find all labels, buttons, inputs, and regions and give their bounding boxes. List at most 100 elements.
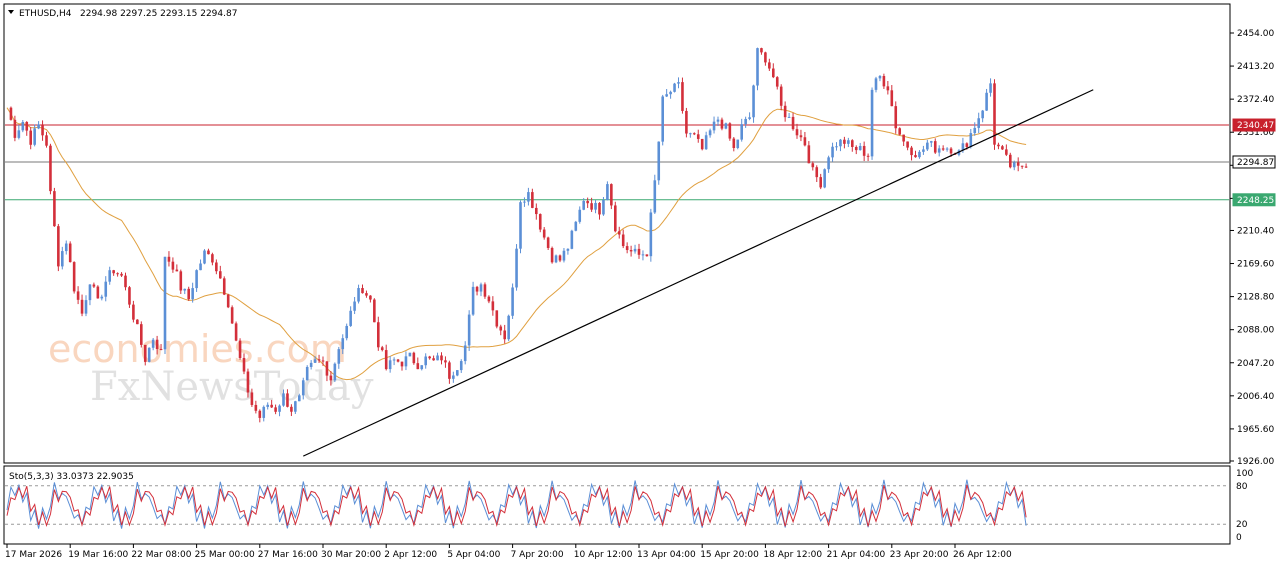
candle-body (159, 349, 163, 351)
candle-body (775, 77, 779, 87)
candle-body (365, 293, 368, 296)
candle-body (594, 202, 597, 210)
candle-body (258, 410, 262, 418)
candle-body (558, 255, 562, 261)
stochastic-lines (5, 479, 1229, 529)
candle-body (922, 149, 925, 152)
candle-body (203, 250, 206, 264)
candle-body (9, 107, 13, 120)
candle-body (985, 92, 988, 111)
stochastic-pane[interactable] (3, 465, 1231, 545)
candle-body (598, 202, 601, 215)
candle-body (993, 83, 996, 145)
candle-body (1009, 154, 1012, 168)
candle-body (649, 212, 653, 257)
candle-body (424, 356, 427, 366)
candle-body (61, 251, 64, 267)
candle-body (333, 363, 337, 381)
stoch-tick-label: 20 (1236, 520, 1248, 530)
candle-body (380, 347, 384, 351)
candle-body (799, 135, 803, 138)
candle-body (562, 250, 566, 261)
candle-body (448, 362, 451, 379)
candle-body (677, 82, 680, 84)
candle-body (1001, 146, 1004, 150)
time-tick-label: 10 Apr 12:00 (574, 550, 633, 560)
stoch-line-pct-d (6, 484, 1027, 528)
time-axis[interactable]: 17 Mar 2026 19 Mar 16:00 22 Mar 08:00 25 Ma… (5, 544, 1012, 560)
candle-body (132, 304, 135, 320)
time-tick-label: 17 Mar 2026 (5, 550, 62, 560)
candle-body (1012, 162, 1016, 168)
candle-body (384, 350, 388, 370)
candle-body (357, 288, 360, 302)
candle-body (542, 229, 546, 238)
candle-body (487, 296, 491, 302)
candle-body (84, 300, 88, 314)
candle-body (428, 356, 431, 359)
candle-body (436, 355, 439, 361)
candle-body (574, 221, 578, 231)
candle-body (783, 105, 787, 118)
candle-body (933, 141, 937, 153)
triangle-down-icon[interactable] (8, 10, 14, 14)
stoch-tick-label: 0 (1236, 533, 1242, 543)
candle-body (432, 358, 435, 361)
candle-body (606, 184, 609, 201)
candle-body (37, 124, 40, 129)
candle-body (369, 295, 372, 300)
candle-body (878, 75, 882, 79)
candle-body (136, 319, 139, 325)
candle-body (483, 284, 487, 297)
candle-body (641, 254, 645, 256)
price-tick-label: 2210.40 (1237, 226, 1274, 236)
moving-average (6, 107, 1027, 381)
candle-body (21, 122, 25, 131)
candle-body (475, 286, 479, 292)
candle-body (282, 393, 285, 406)
candle-body (578, 209, 582, 222)
candle-body (570, 230, 574, 249)
candle-body (546, 237, 550, 248)
candle-body (503, 330, 506, 340)
candle-body (100, 296, 104, 299)
candle-body (88, 284, 92, 301)
candle-body (886, 86, 890, 91)
candle-body (732, 138, 736, 148)
time-tick-label: 25 Mar 00:00 (195, 550, 255, 560)
candle-body (313, 359, 317, 363)
candle-body (835, 146, 838, 148)
stoch-tick-label: 80 (1236, 482, 1248, 492)
candle-body (25, 122, 29, 131)
candle-body (140, 324, 143, 345)
candle-body (862, 145, 866, 156)
candle-body (696, 134, 700, 139)
candle-body (681, 82, 684, 111)
candle-body (57, 226, 60, 267)
candle-body (1005, 149, 1008, 155)
candle-body (669, 91, 672, 95)
candle-body (614, 205, 617, 232)
candle-body (329, 375, 333, 381)
candle-body (45, 135, 48, 146)
candle-body (226, 294, 230, 308)
price-tags: 2340.47 2294.87 2248.25 (1232, 118, 1276, 207)
trendline[interactable] (302, 89, 1094, 457)
candle-body (270, 404, 273, 408)
candle-body (787, 116, 791, 118)
candle-body (444, 360, 447, 363)
candle-body (301, 380, 305, 396)
candle-body (625, 246, 629, 251)
price-axis[interactable]: 2454.002413.202372.402331.602290.802250.… (1230, 29, 1274, 467)
ohlc-values: 2294.98 2297.25 2293.15 2294.87 (80, 9, 237, 19)
candle-body (416, 363, 420, 370)
candle-body (538, 214, 542, 230)
level-tag-resistance: 2340.47 (1237, 121, 1274, 131)
candle-body (748, 117, 751, 119)
candle-body (527, 192, 530, 202)
candle-body (120, 273, 123, 276)
candle-body (49, 145, 52, 192)
candle-body (728, 123, 732, 139)
candle-body (673, 83, 676, 92)
